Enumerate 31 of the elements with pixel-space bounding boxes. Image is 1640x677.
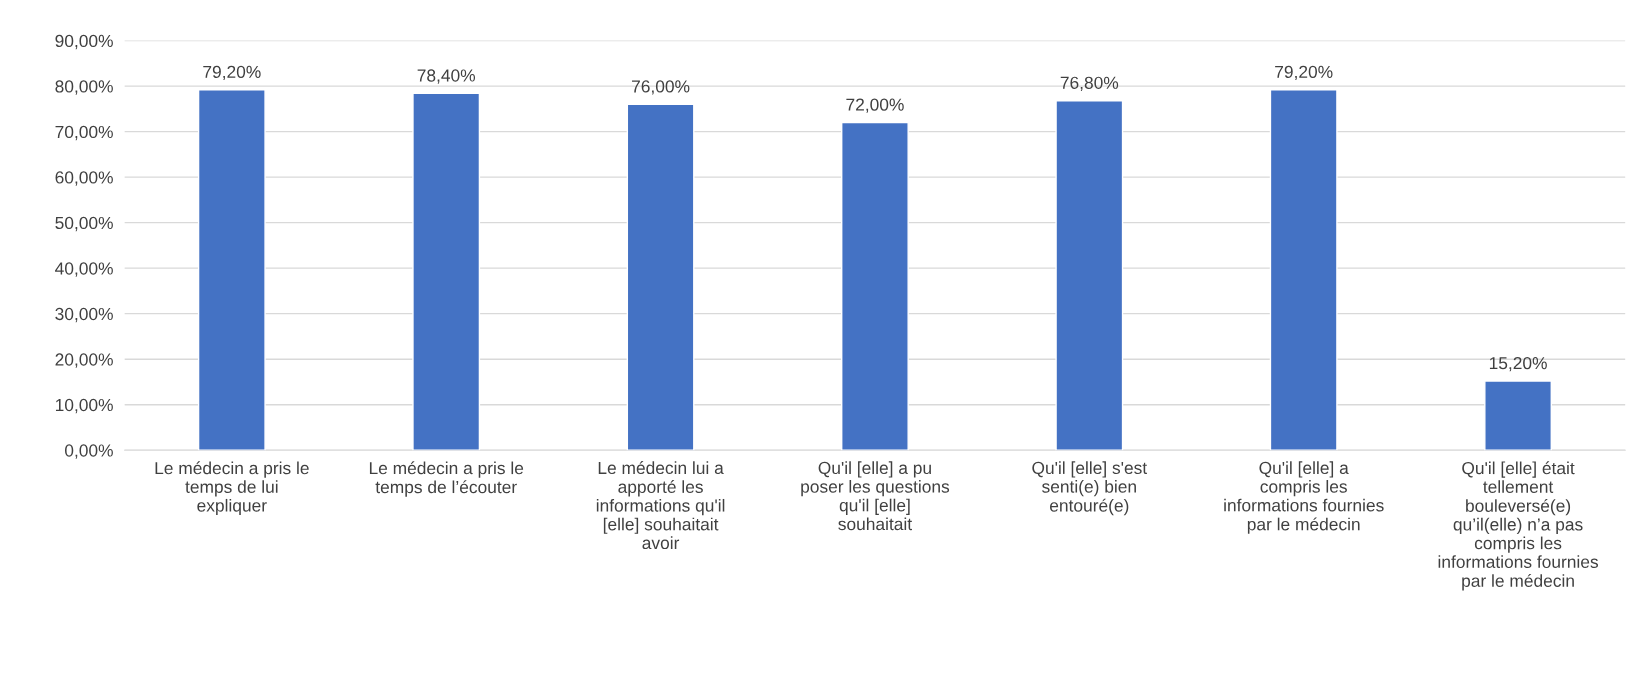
x-tick-label: Le médecin a pris le temps de lui expliquer [155, 461, 309, 516]
bar [412, 92, 481, 451]
data-label: 15,20% [1489, 356, 1547, 372]
y-tick-label: 80,00% [55, 80, 113, 95]
y-tick-label: 10,00% [55, 398, 113, 414]
data-label: 76,80% [1060, 76, 1119, 91]
bar [1484, 380, 1552, 451]
bar [841, 121, 909, 451]
bar [1269, 89, 1338, 451]
x-tick-label: Qu'il [elle] a compris les informations fournies par le médecin [1224, 461, 1384, 534]
x-tick-label: Le médecin a pris le temps de l’écouter [369, 461, 524, 497]
data-label: 79,20% [203, 65, 261, 81]
x-tick-label: Qu'il [elle] a pu poser les questions qu'il [elle] souhaitait [801, 461, 950, 531]
bar [197, 89, 266, 451]
bar [1055, 99, 1124, 451]
x-tick-label: Qu'il [elle] était tellement bouleversé(e) qu’il(elle) n’a pas compris les informations fournies par le médecin [1438, 461, 1599, 591]
data-label: 79,20% [1275, 65, 1333, 81]
data-label: 72,00% [846, 98, 904, 113]
y-tick-label: 20,00% [55, 353, 113, 368]
data-label: 76,00% [632, 80, 690, 95]
y-tick-label: 60,00% [55, 171, 113, 186]
y-tick-label: 40,00% [55, 262, 113, 277]
x-tick-label: Le médecin lui a apporté les informations qu'il [elle] souhaitait avoir [596, 461, 725, 550]
y-tick-label: 50,00% [55, 216, 113, 232]
y-tick-label: 90,00% [55, 34, 113, 50]
y-tick-label: 30,00% [55, 307, 113, 323]
data-label: 78,40% [417, 69, 476, 84]
y-tick-label: 70,00% [55, 125, 113, 141]
y-tick-label: 0,00% [64, 444, 113, 459]
bar [626, 103, 695, 451]
x-tick-label: Qu'il [elle] s'est senti(e) bien entouré(e) [1032, 461, 1148, 516]
